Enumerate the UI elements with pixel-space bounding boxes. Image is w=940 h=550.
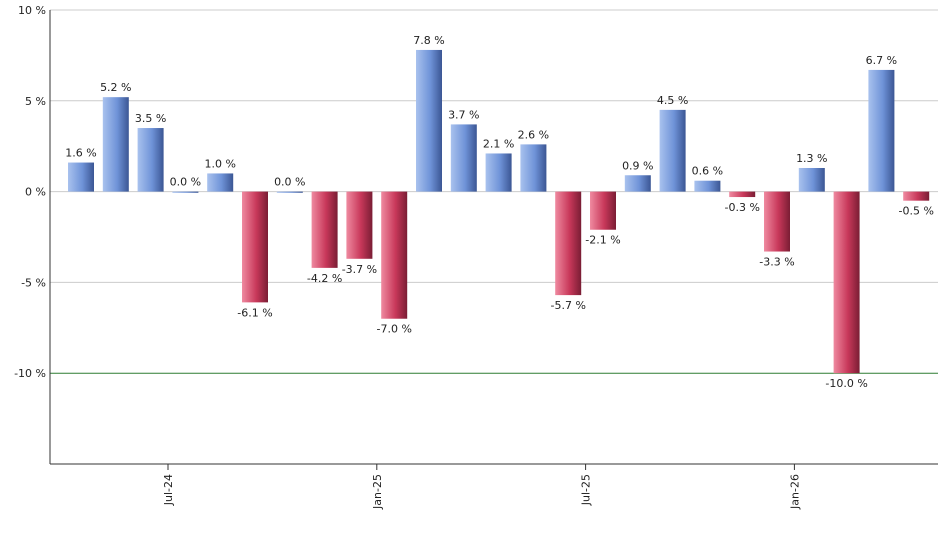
data-label-19: -0.3 % [724, 201, 759, 214]
y-tick-label: 10 % [18, 4, 46, 17]
bar-18 [694, 180, 721, 192]
y-tick-label: 0 % [25, 186, 46, 199]
y-tick-label: -5 % [21, 276, 46, 289]
data-label-13: 2.6 % [518, 128, 549, 141]
bar-3 [172, 191, 199, 193]
data-label-4: 1.0 % [204, 157, 235, 170]
bar-0 [68, 162, 94, 192]
bar-23 [868, 69, 895, 192]
axes-group [49, 10, 938, 465]
data-label-12: 2.1 % [483, 137, 514, 150]
x-tick-labels: Jul-24 Jan-25 Jul-25 Jan-26 [162, 464, 801, 510]
bar-22 [833, 191, 860, 374]
x-tick-label: Jan-26 [788, 474, 801, 510]
data-label-11: 3.7 % [448, 108, 479, 121]
bar-16 [624, 175, 651, 192]
bar-15 [590, 191, 616, 230]
data-label-20: -3.3 % [759, 256, 794, 269]
bar-8 [346, 191, 373, 259]
bars-group [68, 49, 930, 374]
data-label-10: 7.8 % [413, 34, 444, 47]
data-label-7: -4.2 % [307, 272, 342, 285]
bar-6 [276, 191, 303, 193]
bar-7 [311, 191, 338, 268]
bar-13 [520, 144, 547, 192]
bar-14 [555, 191, 582, 296]
data-label-6: 0.0 % [274, 176, 305, 189]
bar-11 [450, 124, 477, 192]
data-label-15: -2.1 % [585, 234, 620, 247]
data-label-21: 1.3 % [796, 152, 827, 165]
y-tick-label: -10 % [14, 367, 46, 380]
bar-20 [764, 191, 790, 252]
x-tick-label: Jul-25 [580, 474, 593, 506]
data-label-24: -0.5 % [898, 205, 933, 218]
data-label-8: -3.7 % [342, 263, 377, 276]
data-label-1: 5.2 % [100, 81, 131, 94]
data-label-2: 3.5 % [135, 112, 166, 125]
data-label-9: -7.0 % [376, 323, 411, 336]
data-label-22: -10.0 % [825, 377, 867, 390]
data-label-0: 1.6 % [65, 147, 96, 160]
data-label-17: 4.5 % [657, 94, 688, 107]
bar-24 [903, 191, 930, 201]
data-labels-group: 1.6 %5.2 %3.5 %0.0 %1.0 %-6.1 %0.0 %-4.2… [65, 34, 934, 390]
bar-5 [242, 191, 268, 303]
bar-17 [659, 109, 686, 192]
data-label-14: -5.7 % [550, 299, 585, 312]
data-label-23: 6.7 % [866, 54, 897, 67]
bar-12 [485, 153, 512, 192]
data-label-16: 0.9 % [622, 159, 653, 172]
data-label-3: 0.0 % [170, 176, 201, 189]
bar-2 [137, 128, 164, 192]
x-tick-label: Jul-24 [162, 474, 175, 506]
bar-19 [729, 191, 756, 198]
bar-4 [207, 173, 234, 192]
y-tick-label: 5 % [25, 95, 46, 108]
bar-21 [798, 167, 825, 192]
data-label-5: -6.1 % [237, 306, 272, 319]
data-label-18: 0.6 % [692, 165, 723, 178]
bar-9 [381, 191, 408, 319]
x-tick-label: Jan-25 [371, 474, 384, 510]
bar-1 [102, 97, 129, 192]
bar-10 [416, 49, 442, 192]
y-tick-labels: 10 % 5 % 0 % -5 % -10 % [14, 4, 46, 380]
